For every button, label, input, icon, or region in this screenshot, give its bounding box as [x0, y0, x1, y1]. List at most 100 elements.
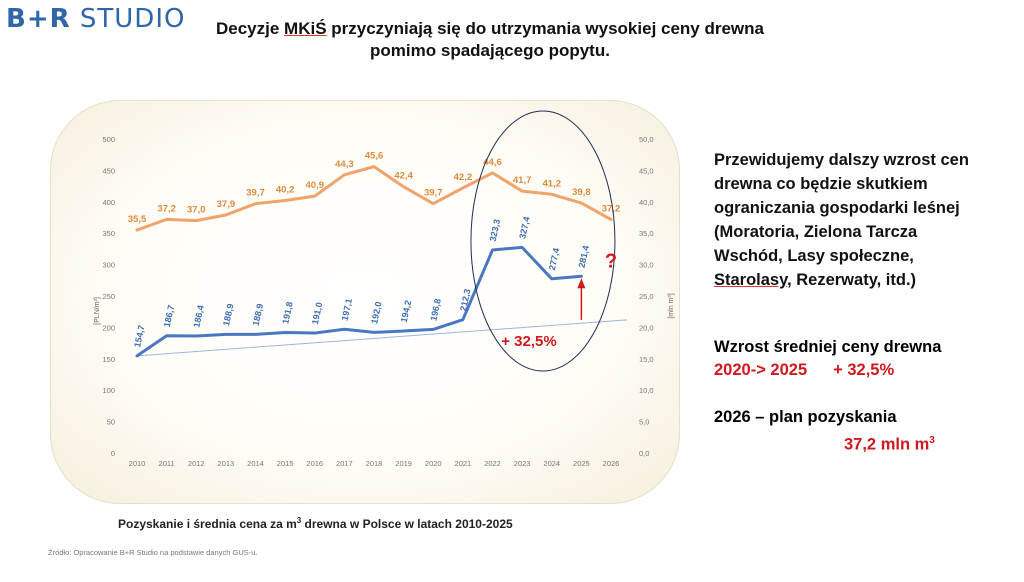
y-tick-label: 200 — [102, 323, 115, 332]
forecast-line: Przewidujemy dalszy wzrost cen — [714, 151, 969, 169]
volume-data-label: 42,2 — [454, 172, 473, 183]
price-data-label: 186,4 — [191, 304, 205, 328]
y2-tick-label: 25,0 — [639, 292, 654, 301]
page-title: Decyzje MKiŚ przyczyniają się do utrzyma… — [190, 18, 790, 62]
volume-data-label: 37,2 — [157, 203, 176, 214]
price-data-label: 194,2 — [399, 299, 413, 323]
price-data-label: 277,4 — [547, 247, 561, 271]
x-tick-label: 2025 — [573, 459, 590, 468]
chart-card: 0 50 100 150 200 250 300 350 400 450 500 0,0 5,0 10,0… — [50, 100, 680, 504]
forecast-line: (Moratoria, Zielona Tarcza — [714, 223, 918, 241]
forecast-line: ograniczania gospodarki leśnej — [714, 199, 960, 217]
price-data-label: 192,0 — [369, 301, 383, 325]
x-tick-label: 2013 — [218, 459, 235, 468]
price-data-label: 323,3 — [488, 218, 502, 242]
volume-data-label: 37,2 — [602, 203, 621, 214]
y-tick-label: 300 — [102, 261, 115, 270]
x-tick-label: 2024 — [543, 459, 560, 468]
y2-tick-label: 20,0 — [639, 323, 654, 332]
growth-row: 2020-> 2025 + 32,5% — [714, 359, 1014, 382]
forecast-text: Przewidujemy dalszy wzrost cen drewna co… — [714, 148, 1014, 292]
volume-data-label: 39,8 — [572, 187, 591, 198]
price-data-label: 191,8 — [280, 301, 294, 325]
x-tick-label: 2023 — [514, 459, 531, 468]
volume-data-label: 41,7 — [513, 175, 532, 186]
x-tick-label: 2026 — [603, 459, 620, 468]
y2-tick-label: 50,0 — [639, 135, 654, 144]
headline-mkis: MKiŚ — [284, 19, 327, 38]
y-tick-label: 350 — [102, 229, 115, 238]
y-tick-label: 50 — [107, 418, 115, 427]
y2-tick-label: 5,0 — [639, 418, 649, 427]
y-tick-label: 150 — [102, 355, 115, 364]
x-tick-label: 2015 — [277, 459, 294, 468]
plan-value: 37,2 mln m3 — [714, 429, 1014, 457]
y2-axis-title: [mln m³] — [668, 293, 675, 318]
volume-data-label: 45,6 — [365, 151, 384, 162]
y2-tick-label: 40,0 — [639, 198, 654, 207]
volume-data-label: 42,4 — [394, 171, 413, 182]
highlight-ellipse — [470, 110, 616, 372]
price-data-label: 327,4 — [517, 216, 531, 240]
caption-text: Pozyskanie i średnia cena za m — [118, 517, 297, 531]
y2-tick-label: 15,0 — [639, 355, 654, 364]
price-data-label: 212,3 — [458, 288, 472, 312]
plan-value-sup: 3 — [929, 435, 935, 446]
forecast-line: Wschód, Lasy społeczne, — [714, 247, 914, 265]
source-note: Źródło: Opracowanie B+R Studio na podsta… — [48, 548, 258, 557]
volume-data-label: 39,7 — [424, 188, 443, 199]
price-series-line — [135, 245, 583, 358]
increase-annotation: + 32,5% — [501, 333, 556, 350]
logo-part2: STUDIO — [70, 4, 186, 34]
forecast-line-last: Starolasy, Rezerwaty, itd.) — [714, 268, 1014, 292]
x-tick-label: 2019 — [395, 459, 412, 468]
price-data-label: 186,7 — [162, 304, 176, 328]
y2-tick-label: 10,0 — [639, 386, 654, 395]
price-data-label: 188,9 — [251, 303, 265, 327]
price-data-label: 281,4 — [577, 245, 591, 269]
price-data-label: 154,7 — [132, 324, 146, 348]
volume-data-label: 41,2 — [543, 178, 562, 189]
y2-tick-label: 35,0 — [639, 229, 654, 238]
y-tick-label: 400 — [102, 198, 115, 207]
volume-data-label: 37,0 — [187, 205, 206, 216]
y-tick-label: 250 — [102, 292, 115, 301]
x-tick-label: 2014 — [247, 459, 264, 468]
starolasy-word: Starolasy — [714, 271, 788, 289]
volume-data-label: 40,9 — [306, 180, 325, 191]
price-data-label: 191,0 — [310, 301, 324, 325]
headline-part3: przyczyniają się do utrzymania wysokiej … — [326, 19, 764, 60]
x-tick-label: 2012 — [188, 459, 205, 468]
caption-rest: drewna w Polsce w latach 2010-2025 — [301, 517, 513, 531]
y-tick-label: 500 — [102, 135, 115, 144]
forecast-line: drewna co będzie skutkiem — [714, 175, 928, 193]
growth-range: 2020-> 2025 — [714, 361, 808, 379]
growth-title: Wzrost średniej ceny drewna — [714, 338, 942, 356]
growth-value: + 32,5% — [833, 361, 895, 379]
caption-sup: 3 — [296, 516, 302, 525]
x-tick-label: 2010 — [129, 459, 146, 468]
y-tick-label: 100 — [102, 386, 115, 395]
y-tick-label: 450 — [102, 166, 115, 175]
growth-block: Wzrost średniej ceny drewna 2020-> 2025 … — [714, 336, 1014, 382]
volume-data-label: 39,7 — [246, 188, 265, 199]
x-tick-label: 2021 — [455, 459, 472, 468]
y2-tick-label: 0,0 — [639, 449, 649, 458]
price-data-label: 188,9 — [221, 303, 235, 327]
y-tick-label: 0 — [111, 449, 115, 458]
price-data-label: 196,8 — [428, 298, 442, 322]
x-tick-label: 2022 — [484, 459, 501, 468]
headline-part1: Decyzje — [216, 19, 285, 38]
volume-data-label: 40,2 — [276, 185, 295, 196]
x-tick-label: 2017 — [336, 459, 353, 468]
price-data-label: 197,1 — [340, 298, 354, 322]
x-tick-label: 2018 — [366, 459, 383, 468]
logo-part1: B+R — [6, 4, 71, 34]
y2-tick-label: 30,0 — [639, 261, 654, 270]
plan-title: 2026 – plan pozyskania — [714, 408, 897, 426]
volume-data-label: 37,9 — [217, 199, 236, 210]
volume-data-label: 44,6 — [483, 157, 502, 168]
y-axis-title: [PLN/m³] — [94, 297, 101, 325]
volume-data-label: 35,5 — [128, 214, 147, 225]
chart-caption: Pozyskanie i średnia cena za m3 drewna w… — [118, 516, 513, 531]
